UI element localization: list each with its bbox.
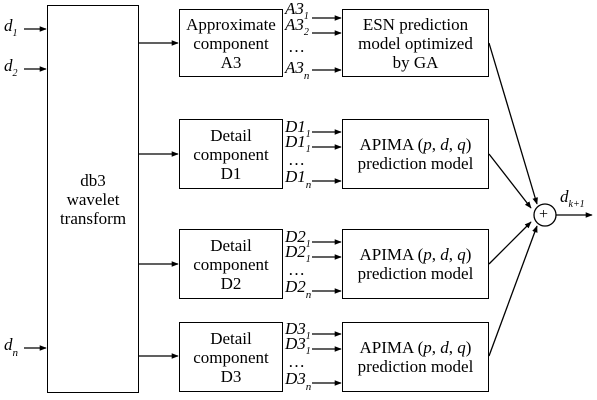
subseries-d3-1: D31 [285, 319, 311, 342]
subseries-a3-2: A32 [285, 15, 309, 38]
component-box-a3: Approximate component A3 [179, 9, 283, 77]
component-line2: component [193, 254, 269, 274]
component-box-d2: Detail component D2 [179, 229, 283, 299]
sum-node [533, 203, 557, 227]
subseries-a3-n: A3n [285, 58, 310, 82]
model-line2: prediction model [357, 264, 474, 283]
model-line2: model optimized [358, 33, 473, 53]
model-line3: by GA [392, 52, 439, 72]
component-line3: D3 [220, 366, 242, 386]
model-line2: prediction model [357, 154, 474, 173]
subseries-d1-dots: … [288, 150, 305, 169]
model-line1: APIMA (p, d, q) [359, 245, 472, 264]
component-line2: component [193, 347, 269, 367]
arrow-esn-to-sum [488, 42, 538, 205]
subseries-d3-n: D3n [285, 369, 312, 393]
output-label: dk+1 [560, 187, 585, 210]
wavelet-line3: transform [59, 208, 127, 228]
arrow-apima3-to-sum [488, 225, 538, 357]
subseries-a3-dots: … [288, 37, 305, 56]
subseries-d2-n: D2n [285, 277, 312, 301]
component-line3: A3 [220, 52, 242, 72]
subseries-d1-n: D1n [285, 167, 312, 191]
apima-model-box-d1: APIMA (p, d, q) prediction model [342, 119, 489, 189]
component-box-d1: Detail component D1 [179, 119, 283, 189]
input-label-d1: d1 [4, 16, 18, 39]
arrow-apima2-to-sum [488, 221, 532, 265]
model-line2: prediction model [357, 357, 474, 376]
subseries-a3-1: A31 [285, 0, 309, 22]
component-box-d3: Detail component D3 [179, 322, 283, 392]
apima-model-box-d2: APIMA (p, d, q) prediction model [342, 229, 489, 299]
subseries-d2-dots: … [288, 260, 305, 279]
subseries-d1-2: D11 [285, 132, 311, 155]
input-label-dn: dn [4, 335, 18, 359]
subseries-d1-1: D11 [285, 117, 311, 140]
component-line3: D1 [220, 163, 242, 183]
wavelet-line2: wavelet [66, 189, 120, 209]
subseries-d3-dots: … [288, 352, 305, 371]
arrow-apima1-to-sum [488, 153, 532, 209]
esn-model-box: ESN prediction model optimized by GA [342, 9, 489, 77]
sum-symbol: + [539, 206, 549, 223]
subseries-d2-2: D21 [285, 242, 311, 265]
input-label-d2: d2 [4, 56, 18, 79]
subseries-d3-2: D31 [285, 334, 311, 357]
component-line1: Detail [210, 328, 252, 348]
wavelet-line1: db3 [80, 170, 106, 190]
model-line1: APIMA (p, d, q) [359, 338, 472, 357]
component-line2: component [193, 144, 269, 164]
model-line1: ESN prediction [362, 14, 469, 34]
component-line1: Approximate [186, 14, 276, 34]
subseries-d2-1: D21 [285, 227, 311, 250]
wavelet-transform-box: db3 wavelet transform [47, 5, 139, 393]
component-line2: component [193, 33, 269, 53]
model-line1: APIMA (p, d, q) [359, 135, 472, 154]
component-line1: Detail [210, 235, 252, 255]
apima-model-box-d3: APIMA (p, d, q) prediction model [342, 322, 489, 392]
component-line3: D2 [220, 273, 242, 293]
component-line1: Detail [210, 125, 252, 145]
